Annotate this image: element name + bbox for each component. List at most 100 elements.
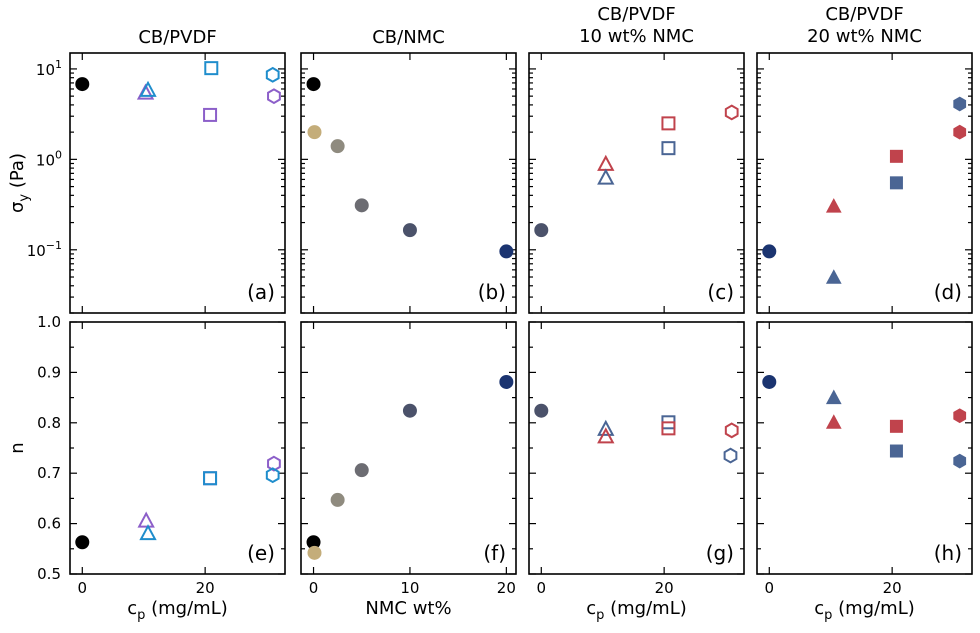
data-point-square [889, 149, 903, 163]
axes-frame [528, 321, 745, 575]
y-tick-label: 100 [36, 148, 62, 169]
x-axis-label: cp (mg/mL) [586, 598, 687, 623]
panel-title: 20 wt% NMC [807, 26, 922, 47]
x-axis-label: cp (mg/mL) [127, 598, 228, 623]
data-point-circle [330, 492, 345, 507]
axes-frame [528, 52, 745, 314]
panel-label: (e) [247, 541, 275, 565]
data-point-hexagon [724, 104, 739, 121]
axes-frame [756, 52, 973, 314]
data-point-circle [534, 223, 549, 238]
data-point-triangle [139, 524, 157, 541]
data-point-hexagon [953, 96, 967, 112]
data-point-circle [307, 125, 322, 140]
x-tick-label: 0 [537, 579, 547, 597]
data-point-circle [534, 403, 549, 418]
panel-title: CB/NMC [372, 27, 445, 48]
panel-label: (a) [247, 280, 275, 304]
panel-f: 0 10 20 (f) NMC wt% [300, 321, 517, 619]
data-point-hexagon [724, 422, 739, 439]
data-point-circle [75, 77, 90, 92]
data-point-circle [499, 374, 514, 389]
data-point-circle [762, 374, 777, 389]
x-axis-label: cp (mg/mL) [814, 598, 915, 623]
data-point-square [203, 471, 218, 486]
x-tick-label: 0 [309, 579, 319, 597]
data-point-triangle [825, 414, 842, 429]
data-point-triangle [825, 269, 842, 284]
x-axis-label: NMC wt% [365, 598, 451, 619]
panel-title: CB/PVDF [825, 4, 903, 25]
data-point-circle [402, 223, 417, 238]
data-point-circle [354, 198, 369, 213]
axes-frame [300, 321, 517, 575]
data-point-hexagon [265, 467, 280, 484]
panel-label: (d) [934, 280, 962, 304]
data-point-square [889, 444, 903, 458]
data-point-circle [402, 403, 417, 418]
data-point-triangle [825, 389, 842, 405]
data-point-square [203, 471, 218, 486]
data-point-circle [762, 244, 777, 259]
y-axis-label: n [7, 442, 28, 453]
axes-frame [69, 321, 286, 575]
data-point-square [203, 107, 218, 122]
data-point-hexagon [953, 408, 967, 424]
x-tick-label: 0 [78, 579, 88, 597]
x-tick-label: 20 [883, 579, 902, 597]
data-point-circle [307, 545, 322, 560]
panel-label: (c) [707, 280, 734, 304]
data-point-square [661, 116, 676, 131]
data-point-triangle [139, 80, 157, 97]
data-point-circle [75, 535, 90, 550]
data-point-hexagon [953, 124, 967, 140]
axes-frame [756, 321, 973, 575]
panel-a: 10−1 100 101 CB/PVDF (a) σy (Pa) [7, 27, 286, 314]
panel-label: (h) [934, 541, 962, 565]
data-point-square [889, 176, 903, 190]
x-tick-label: 0 [765, 579, 775, 597]
panel-b: CB/NMC (b) [300, 27, 517, 314]
data-point-hexagon [723, 447, 738, 464]
data-point-circle [354, 463, 369, 478]
panel-g: 0 20 (g) cp (mg/mL) [528, 321, 745, 623]
y-tick-label: 1.0 [37, 313, 61, 331]
data-point-triangle [597, 154, 615, 171]
y-tick-label: 0.5 [37, 565, 61, 583]
x-tick-label: 20 [196, 579, 215, 597]
y-tick-label: 0.7 [37, 464, 61, 482]
data-point-square [204, 61, 219, 76]
y-tick-label: 0.8 [37, 414, 61, 432]
panel-title: CB/PVDF [138, 27, 216, 48]
data-point-circle [330, 139, 345, 154]
data-point-circle [499, 244, 514, 259]
x-tick-label: 10 [400, 579, 419, 597]
x-tick-label: 20 [655, 579, 674, 597]
y-tick-label: 0.9 [37, 363, 61, 381]
data-point-triangle [597, 427, 615, 444]
data-point-hexagon [953, 453, 967, 469]
y-tick-label: 0.6 [37, 515, 61, 533]
data-point-triangle [597, 419, 615, 436]
data-point-circle [306, 77, 321, 92]
panel-label: (g) [706, 541, 734, 565]
data-point-hexagon [265, 66, 280, 83]
axes-frame [69, 52, 286, 314]
y-tick-label: 10−1 [27, 239, 62, 260]
data-point-triangle [597, 168, 615, 185]
data-point-square [889, 419, 903, 433]
data-point-triangle [825, 198, 842, 213]
data-point-hexagon [267, 455, 281, 472]
panel-h: 0 20 (h) cp (mg/mL) [756, 321, 973, 623]
data-point-square [661, 421, 676, 436]
panel-e: 0 20 0.5 0.6 0.7 0.8 0.9 1.0 (e) cp (mg/mL) n [7, 313, 286, 623]
x-tick-label: 20 [497, 579, 516, 597]
y-axis-label: σy (Pa) [7, 153, 32, 213]
panel-title: 10 wt% NMC [579, 26, 694, 47]
data-point-hexagon [267, 88, 281, 105]
axes-frame [300, 52, 517, 314]
panel-title: CB/PVDF [597, 4, 675, 25]
data-point-triangle [137, 511, 155, 528]
